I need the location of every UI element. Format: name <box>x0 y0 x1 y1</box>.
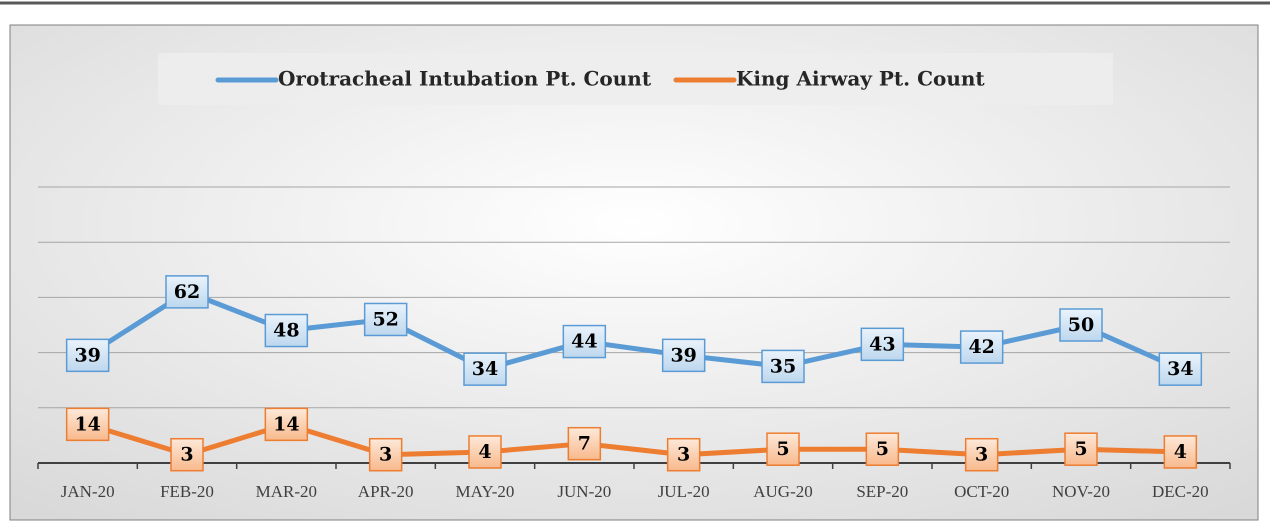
x-tick-label: SEP-20 <box>856 482 908 501</box>
data-label: 39 <box>670 344 696 366</box>
data-label-box <box>562 324 607 359</box>
data-label-box <box>567 426 602 461</box>
data-label: 3 <box>180 444 193 466</box>
legend-box <box>158 53 1113 105</box>
x-tick-label: MAY-20 <box>456 482 515 501</box>
data-label-box <box>170 437 204 472</box>
x-tick-label: NOV-20 <box>1052 482 1110 501</box>
x-tick-label: AUG-20 <box>753 482 813 501</box>
data-label-box <box>1158 352 1203 386</box>
data-label: 34 <box>1167 358 1193 380</box>
x-tick-label: JAN-20 <box>61 482 115 501</box>
legend-label: Orotracheal Intubation Pt. Count <box>278 67 652 91</box>
data-label: 50 <box>1068 314 1094 336</box>
data-label: 5 <box>776 438 789 460</box>
x-tick-label: OCT-20 <box>954 482 1009 501</box>
data-label: 44 <box>571 331 597 353</box>
data-label: 39 <box>74 344 100 366</box>
data-label-box <box>1163 435 1198 469</box>
data-label-box <box>865 432 900 466</box>
data-label-box <box>368 437 403 472</box>
data-label-box <box>363 302 408 337</box>
data-label: 35 <box>770 355 796 377</box>
data-label-box <box>666 437 701 472</box>
data-label-box <box>761 349 805 384</box>
data-label: 3 <box>975 444 988 466</box>
data-label-box <box>959 330 1004 364</box>
data-label: 14 <box>74 413 100 435</box>
data-label: 3 <box>379 444 392 466</box>
data-label-box <box>264 313 309 348</box>
data-label: 5 <box>1074 438 1087 460</box>
data-label-box <box>65 407 110 442</box>
data-label: 62 <box>174 281 200 303</box>
data-label-box <box>766 432 800 466</box>
x-tick-label: JUN-20 <box>557 482 611 501</box>
x-tick-label: JUL-20 <box>658 482 710 501</box>
data-label-box <box>661 338 706 373</box>
data-label-box <box>468 435 502 469</box>
data-label-box <box>964 437 999 472</box>
x-tick-label: MAR-20 <box>256 482 317 501</box>
data-label-box <box>1064 432 1098 466</box>
data-label-box <box>65 338 110 373</box>
chart-frame <box>9 24 1259 521</box>
data-label: 34 <box>472 358 498 380</box>
data-label: 4 <box>478 441 491 463</box>
data-label: 4 <box>1174 441 1187 463</box>
data-label: 14 <box>273 413 299 435</box>
x-tick-label: FEB-20 <box>160 482 214 501</box>
data-label-box <box>264 407 309 442</box>
x-tick-label: APR-20 <box>358 482 414 501</box>
data-label: 52 <box>372 308 398 330</box>
x-tick-label: DEC-20 <box>1152 482 1209 501</box>
data-label: 5 <box>876 438 889 460</box>
data-label: 43 <box>869 333 895 355</box>
data-label: 7 <box>578 433 591 455</box>
data-label: 42 <box>968 336 994 358</box>
data-label: 3 <box>677 444 690 466</box>
data-label-box <box>165 275 209 309</box>
data-label: 48 <box>273 320 299 342</box>
legend-label: King Airway Pt. Count <box>736 67 985 91</box>
data-label-box <box>860 327 905 362</box>
data-label-box <box>463 352 507 386</box>
data-label-box <box>1059 308 1103 342</box>
